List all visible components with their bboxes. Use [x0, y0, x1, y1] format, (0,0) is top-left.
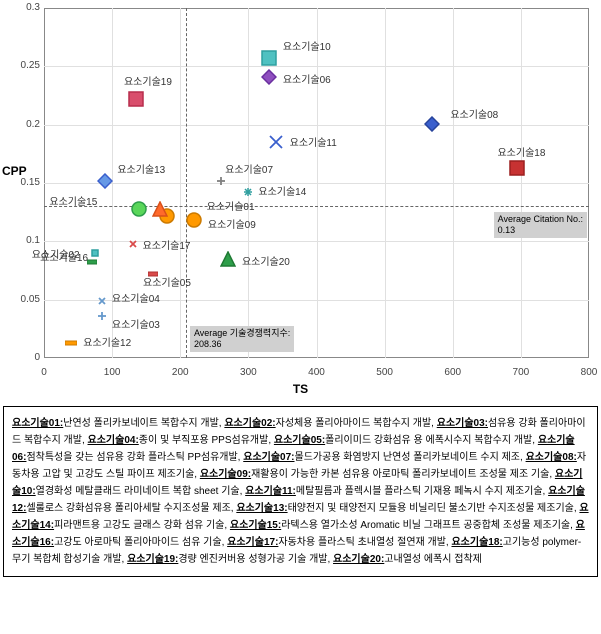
y-axis-label: CPP: [2, 165, 27, 177]
legend-text: 요소기술01:난연성 폴리카보네이트 복합수지 개발, 요소기술02:자성체용 …: [12, 415, 589, 568]
data-point: [424, 116, 440, 132]
data-point: [128, 91, 144, 107]
y-tick: 0.2: [0, 119, 40, 130]
data-point-label: 요소기술19: [124, 73, 172, 88]
y-tick: 0.05: [0, 294, 40, 305]
scatter-chart: CPP 0 0.05 0.1 0.15 0.2 0.25 0.3 0 100 200 300 400 5…: [0, 0, 601, 400]
data-point: [261, 50, 277, 66]
data-point: [87, 257, 97, 267]
data-point: [97, 296, 107, 306]
data-point-label: 요소기술16: [40, 249, 88, 264]
data-point: [131, 201, 147, 217]
data-point-label: 요소기술06: [283, 71, 331, 86]
data-point-label: 요소기술20: [242, 253, 290, 268]
data-point: [509, 160, 525, 176]
x-tick: 800: [581, 367, 598, 378]
data-point: [268, 134, 284, 150]
x-tick: 500: [376, 367, 393, 378]
y-tick: 0.15: [0, 177, 40, 188]
data-point: [91, 249, 99, 257]
x-tick: 0: [41, 367, 47, 378]
data-point: [243, 187, 253, 197]
data-point: [65, 337, 77, 349]
data-point-label: 요소기술09: [208, 216, 256, 231]
legend-box: 요소기술01:난연성 폴리카보네이트 복합수지 개발, 요소기술02:자성체용 …: [3, 406, 598, 577]
data-point-label: 요소기술10: [283, 38, 331, 53]
data-point: [186, 212, 202, 228]
data-point: [216, 176, 226, 186]
x-axis-label: TS: [0, 382, 601, 396]
data-point-label: 요소기술11: [290, 134, 337, 149]
data-point-label: 요소기술15: [49, 193, 97, 208]
x-tick: 700: [513, 367, 530, 378]
data-point-label: 요소기술14: [258, 183, 306, 198]
data-point-label: 요소기술03: [112, 316, 160, 331]
x-tick: 600: [444, 367, 461, 378]
data-point: [128, 239, 138, 249]
x-tick: 200: [172, 367, 189, 378]
y-tick: 0.3: [0, 2, 40, 13]
x-tick: 400: [308, 367, 325, 378]
data-point: [97, 311, 107, 321]
y-tick: 0.25: [0, 60, 40, 71]
avg-ts-box: Average 기술경쟁력지수:208.36: [190, 326, 294, 352]
data-point-label: 요소기술12: [83, 334, 131, 349]
data-point-label: 요소기술07: [225, 161, 273, 176]
data-point: [220, 251, 236, 267]
data-point-label: 요소기술13: [117, 161, 165, 176]
data-point: [261, 69, 277, 85]
data-point-label: 요소기술08: [450, 106, 498, 121]
data-point-label: 요소기술01: [207, 198, 255, 213]
avg-citation-box: Average Citation No.:0.13: [494, 212, 587, 238]
data-point-label: 요소기술17: [143, 237, 191, 252]
x-tick: 300: [240, 367, 257, 378]
data-point: [97, 173, 113, 189]
data-point-label: 요소기술05: [143, 274, 191, 289]
y-tick: 0: [0, 352, 40, 363]
data-point: [152, 201, 168, 217]
data-point-label: 요소기술18: [497, 144, 545, 159]
data-point-label: 요소기술04: [112, 290, 160, 305]
y-tick: 0.1: [0, 235, 40, 246]
x-tick: 100: [104, 367, 121, 378]
